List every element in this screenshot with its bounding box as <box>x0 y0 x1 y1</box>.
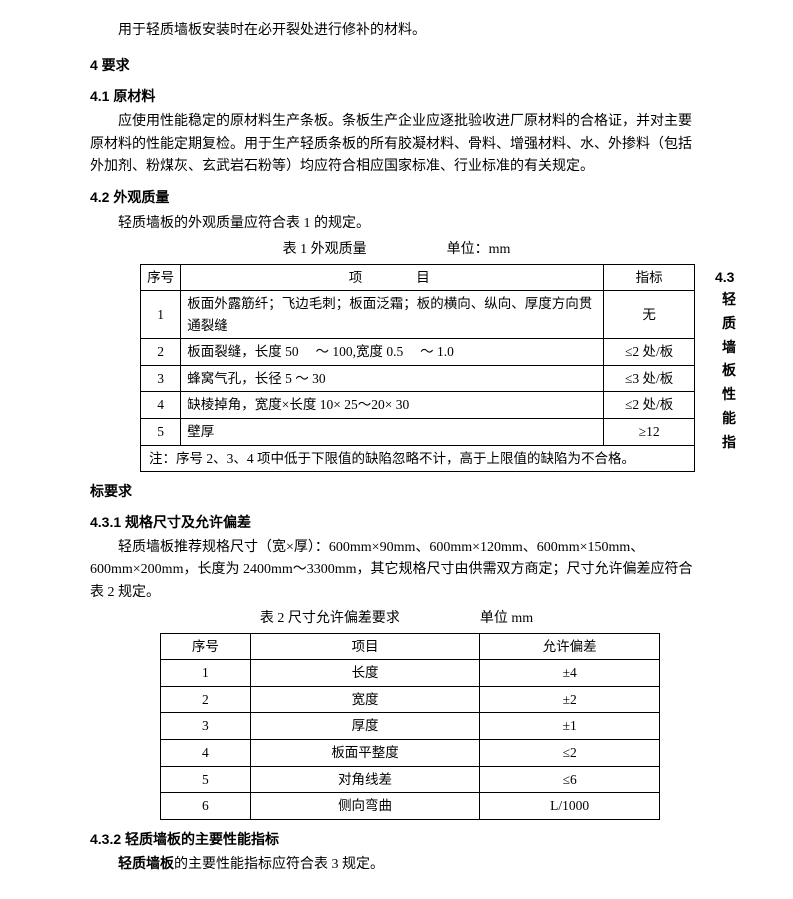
table-row: 1板面外露筋纤；飞边毛刺；板面泛霜；板的横向、纵向、厚度方向贯通裂缝无 <box>141 291 695 339</box>
float-4-3-char: 指 <box>715 431 743 455</box>
table2-cell-seq: 1 <box>161 660 251 687</box>
intro-paragraph: 用于轻质墙板安装时在必开裂处进行修补的材料。 <box>90 20 703 42</box>
table1-col-item: 项目 <box>181 264 604 291</box>
table1-cell-seq: 1 <box>141 291 181 339</box>
table2-cell-item: 长度 <box>250 660 479 687</box>
table1-note-row: 注：序号 2、3、4 项中低于下限值的缺陷忽略不计，高于上限值的缺陷为不合格。 <box>141 445 695 472</box>
table2-cell-seq: 5 <box>161 766 251 793</box>
table-2: 序号 项目 允许偏差 1长度±42宽度±23厚度±14板面平整度≤25对角线差≤… <box>160 633 660 820</box>
table1-cell-item: 缺棱掉角，宽度×长度 10× 25～20× 30 <box>181 392 604 419</box>
table2-col-item: 项目 <box>250 633 479 660</box>
table2-cell-item: 宽度 <box>250 686 479 713</box>
floating-heading-4-3: 4.3 轻质墙板性能指 <box>715 266 743 455</box>
para-4-3-2: 轻质墙板的主要性能指标应符合表 3 规定。 <box>90 854 703 876</box>
table2-header-row: 序号 项目 允许偏差 <box>161 633 660 660</box>
table2-cell-value: ≤2 <box>480 739 660 766</box>
table1-cell-item: 板面裂缝，长度 50 ～ 100,宽度 0.5 ～ 1.0 <box>181 339 604 366</box>
para-4-3-2-bold: 轻质墙板 <box>118 857 174 872</box>
table1-title: 表 1 外观质量 <box>283 239 367 261</box>
table2-title-row: 表 2 尺寸允许偏差要求 单位 mm <box>90 608 703 630</box>
table1-cell-value: ≤2 处/板 <box>604 339 695 366</box>
table2-cell-value: ≤6 <box>480 766 660 793</box>
table1-cell-seq: 3 <box>141 365 181 392</box>
table1-unit: 单位：mm <box>447 239 511 261</box>
table2-col-value: 允许偏差 <box>480 633 660 660</box>
table1-cell-seq: 4 <box>141 392 181 419</box>
table1-col-value: 指标 <box>604 264 695 291</box>
table-row: 5对角线差≤6 <box>161 766 660 793</box>
table1-header-row: 序号 项目 指标 <box>141 264 695 291</box>
table2-cell-value: ±4 <box>480 660 660 687</box>
table1-col-seq: 序号 <box>141 264 181 291</box>
table1-cell-item: 壁厚 <box>181 419 604 446</box>
table1-cell-item: 板面外露筋纤；飞边毛刺；板面泛霜；板的横向、纵向、厚度方向贯通裂缝 <box>181 291 604 339</box>
float-4-3-char: 轻 <box>715 288 743 312</box>
table1-note: 注：序号 2、3、4 项中低于下限值的缺陷忽略不计，高于上限值的缺陷为不合格。 <box>141 445 695 472</box>
float-4-3-num: 4.3 <box>715 269 734 285</box>
table2-cell-seq: 3 <box>161 713 251 740</box>
table2-cell-item: 侧向弯曲 <box>250 793 479 820</box>
table2-cell-seq: 2 <box>161 686 251 713</box>
heading-4-3-cont: 标要求 <box>90 480 703 502</box>
table2-unit: 单位 mm <box>480 608 533 630</box>
table2-cell-value: L/1000 <box>480 793 660 820</box>
table-row: 4板面平整度≤2 <box>161 739 660 766</box>
heading-4-2: 4.2 外观质量 <box>90 186 703 208</box>
table2-col-seq: 序号 <box>161 633 251 660</box>
table2-cell-seq: 4 <box>161 739 251 766</box>
table1-cell-value: ≤3 处/板 <box>604 365 695 392</box>
para-4-2: 轻质墙板的外观质量应符合表 1 的规定。 <box>90 213 703 235</box>
table2-title: 表 2 尺寸允许偏差要求 <box>260 608 400 630</box>
table2-cell-value: ±1 <box>480 713 660 740</box>
table-row: 1长度±4 <box>161 660 660 687</box>
float-4-3-char: 质 <box>715 312 743 336</box>
table1-cell-seq: 2 <box>141 339 181 366</box>
table-row: 2宽度±2 <box>161 686 660 713</box>
table1-cell-value: ≥12 <box>604 419 695 446</box>
float-4-3-char: 墙 <box>715 336 743 360</box>
table1-cell-value: ≤2 处/板 <box>604 392 695 419</box>
heading-4-3-1: 4.3.1 规格尺寸及允许偏差 <box>90 511 703 533</box>
para-4-3-2-rest: 的主要性能指标应符合表 3 规定。 <box>174 857 384 872</box>
heading-4-1: 4.1 原材料 <box>90 85 703 107</box>
table-row: 6侧向弯曲L/1000 <box>161 793 660 820</box>
table-row: 3蜂窝气孔，长径 5 ～ 30≤3 处/板 <box>141 365 695 392</box>
heading-4-3-2: 4.3.2 轻质墙板的主要性能指标 <box>90 828 703 850</box>
table1-cell-value: 无 <box>604 291 695 339</box>
table2-cell-item: 对角线差 <box>250 766 479 793</box>
table-row: 5壁厚≥12 <box>141 419 695 446</box>
table-row: 2板面裂缝，长度 50 ～ 100,宽度 0.5 ～ 1.0≤2 处/板 <box>141 339 695 366</box>
float-4-3-char: 板 <box>715 359 743 383</box>
table1-title-row: 表 1 外观质量 单位：mm <box>90 239 703 261</box>
table1-cell-item: 蜂窝气孔，长径 5 ～ 30 <box>181 365 604 392</box>
table1-cell-seq: 5 <box>141 419 181 446</box>
table-row: 4缺棱掉角，宽度×长度 10× 25～20× 30≤2 处/板 <box>141 392 695 419</box>
table-1: 序号 项目 指标 1板面外露筋纤；飞边毛刺；板面泛霜；板的横向、纵向、厚度方向贯… <box>140 264 695 473</box>
table2-cell-item: 板面平整度 <box>250 739 479 766</box>
float-4-3-text: 轻质墙板性能指 <box>715 288 743 455</box>
table2-cell-item: 厚度 <box>250 713 479 740</box>
float-4-3-char: 性 <box>715 383 743 407</box>
table2-cell-seq: 6 <box>161 793 251 820</box>
heading-4: 4 要求 <box>90 54 703 76</box>
table2-cell-value: ±2 <box>480 686 660 713</box>
para-4-1: 应使用性能稳定的原材料生产条板。条板生产企业应逐批验收进厂原材料的合格证，并对主… <box>90 111 703 178</box>
float-4-3-char: 能 <box>715 407 743 431</box>
table-row: 3厚度±1 <box>161 713 660 740</box>
para-4-3-1: 轻质墙板推荐规格尺寸（宽×厚）：600mm×90mm、600mm×120mm、6… <box>90 537 703 604</box>
